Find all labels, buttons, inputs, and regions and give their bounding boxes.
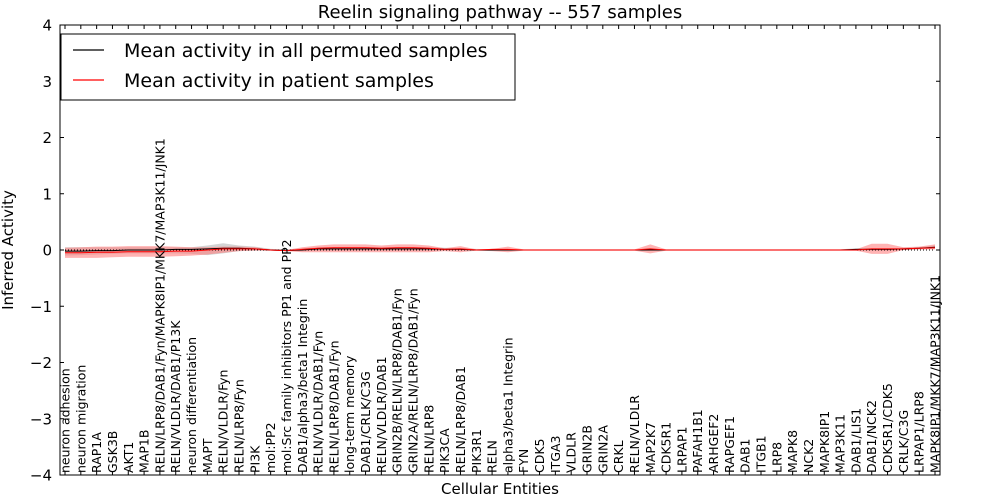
category-label: VLDLR [564, 432, 579, 473]
category-label: PIK3CA [437, 428, 452, 473]
category-label: MAPT [200, 438, 215, 473]
category-label: ITGA3 [548, 435, 563, 473]
category-label: DAB1/CRLK/C3G [358, 371, 373, 473]
y-tick-label: 3 [42, 73, 52, 91]
category-label: GRIN2A [595, 425, 610, 473]
band-patient [65, 243, 935, 258]
category-label: LRP8 [769, 442, 784, 473]
category-label: CDK5R1 [659, 422, 674, 473]
x-axis-ticks [64, 25, 936, 475]
y-tick-label: −2 [30, 354, 52, 372]
series-lines [65, 246, 936, 254]
category-label: CDK5 [532, 438, 547, 473]
category-label: DAB1 [738, 439, 753, 474]
category-label: RELN/LRP8/DAB1/Fyn [326, 340, 341, 473]
category-label: ARHGEF2 [706, 414, 721, 473]
category-label: MAP1B [137, 430, 152, 473]
category-label: RELN/VLDLR/Fyn [216, 370, 231, 473]
category-label: RELN/LRP8/DAB1 [453, 366, 468, 473]
category-label: NCK2 [801, 439, 816, 473]
category-label: MAPK8IP1/MKK7/MAP3K11/JNK1 [928, 275, 943, 473]
category-label: LRPAP1/LRP8 [912, 391, 927, 473]
category-label: RAPGEF1 [722, 416, 737, 473]
y-tick-label: 1 [42, 185, 52, 203]
category-label: RELN/VLDLR/DAB1 [374, 356, 389, 473]
category-label: RELN/LRP8 [421, 405, 436, 473]
category-label: GRIN2A/RELN/LRP8/DAB1/Fyn [406, 288, 421, 473]
category-label: CRKL [611, 440, 626, 473]
y-tick-label: −1 [30, 298, 52, 316]
category-label: MAPK8 [785, 430, 800, 473]
category-label: mol:PP2 [263, 422, 278, 473]
category-label: DAB1/NCK2 [864, 400, 879, 473]
category-label: RELN/LRP8/Fyn [232, 379, 247, 473]
y-tick-label: 2 [42, 129, 52, 147]
category-label: FYN [516, 449, 531, 473]
y-tick-label: −3 [30, 410, 52, 428]
chart-title: Reelin signaling pathway -- 557 samples [318, 2, 682, 23]
category-label: neuron migration [73, 365, 88, 473]
line-patient [65, 247, 936, 254]
category-label: MAP2K7 [643, 422, 658, 473]
category-label: RELN/LRP8/DAB1/Fyn/MAPK8IP1/MKK7/MAP3K11… [152, 138, 167, 473]
category-label: CRLK/C3G [896, 410, 911, 473]
y-axis-label: Inferred Activity [0, 190, 17, 310]
y-tick-label: 0 [42, 242, 52, 260]
legend: Mean activity in all permuted samples Me… [60, 33, 516, 101]
category-label: RAP1A [89, 432, 104, 473]
category-label: DAB1/LIS1 [848, 408, 863, 473]
y-tick-label: −4 [30, 467, 52, 485]
legend-label-permuted: Mean activity in all permuted samples [124, 40, 487, 62]
category-label: PI3K [247, 445, 262, 473]
category-label: PAFAH1B1 [690, 409, 705, 473]
y-axis: 4 3 2 1 0 −1 −2 −3 −4 [30, 17, 940, 485]
category-label: ITGB1 [754, 435, 769, 473]
category-label: mol:Src family inhibitors PP1 and PP2 [279, 239, 294, 473]
legend-box [60, 33, 516, 101]
x-axis-label: Cellular Entities [441, 480, 559, 498]
category-label: AKT1 [121, 442, 136, 473]
category-label: GRIN2B/RELN/LRP8/DAB1/Fyn [390, 288, 405, 473]
category-label: alpha3/beta1 Integrin [500, 337, 515, 473]
category-label: long-term memory [342, 355, 357, 473]
category-label: MAPK8IP1 [817, 411, 832, 473]
category-label: GRIN2B [580, 425, 595, 473]
category-label: RELN/VLDLR/DAB1/P13K [168, 320, 183, 473]
legend-label-patient: Mean activity in patient samples [124, 70, 434, 92]
category-label: PIK3R1 [469, 429, 484, 473]
category-label: RELN/VLDLR [627, 395, 642, 473]
category-label: LRPAP1 [674, 427, 689, 473]
category-labels: neuron adhesion neuron migration RAP1A GSK3… [58, 138, 943, 473]
category-label: DAB1/alpha3/beta1 Integrin [295, 299, 310, 473]
plot-frame [59, 24, 941, 476]
category-label: RELN/VLDLR/DAB1/Fyn [311, 331, 326, 473]
category-label: neuron adhesion [58, 368, 73, 473]
category-label: GSK3B [105, 431, 120, 473]
category-label: RELN [485, 440, 500, 473]
category-label: MAP3K11 [833, 414, 848, 473]
y-tick-label: 4 [42, 17, 52, 35]
category-label: neuron differentiation [184, 337, 199, 473]
category-label: CDK5R1/CDK5 [880, 383, 895, 473]
